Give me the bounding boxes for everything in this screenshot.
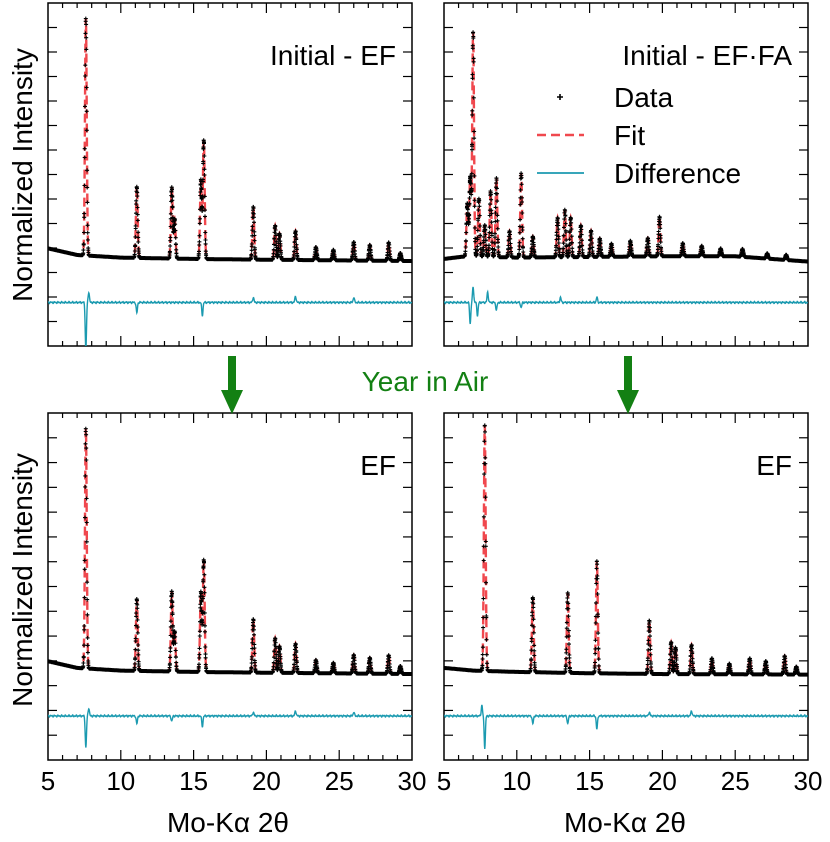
y-axis-title-bottom: Normalized Intensity <box>7 453 38 707</box>
x-tick-label: 15 <box>575 766 604 796</box>
x-axis-title-left: Mo-Kα 2θ <box>167 807 289 838</box>
panel-3: 5 10 15 20 25 30 EF <box>41 412 427 796</box>
x-axis-title-right: Mo-Kα 2θ <box>564 807 686 838</box>
legend-marker-data <box>557 94 563 100</box>
x-tick-label: 5 <box>437 766 451 796</box>
data-points <box>48 426 412 676</box>
panel-title: EF <box>756 450 792 481</box>
x-tick-label: 15 <box>179 766 208 796</box>
panel-title: Initial - EF·FA <box>622 40 792 71</box>
legend: Data Fit Difference <box>537 82 741 189</box>
year-in-air-annotation: Year in Air <box>362 366 489 397</box>
data-points <box>48 16 412 263</box>
difference-line <box>444 286 808 325</box>
fit-line <box>48 428 412 676</box>
x-tick-label: 20 <box>648 766 677 796</box>
difference-line <box>48 707 412 748</box>
plot-frame <box>443 412 809 761</box>
panel-title: Initial - EF <box>270 40 396 71</box>
x-tick-label: 30 <box>794 766 823 796</box>
panel-title: EF <box>360 450 396 481</box>
panels-group: Initial - EF Initial - EF·FA Data Fit Differ… <box>41 2 823 796</box>
arrow-down-icon-left <box>221 356 243 414</box>
x-tick-label: 20 <box>252 766 281 796</box>
panel-2: Initial - EF·FA Data Fit Difference <box>443 2 809 347</box>
panel-4: 5 10 15 20 25 30 EF <box>437 412 823 796</box>
data-points <box>444 30 808 264</box>
fit-line <box>444 425 808 676</box>
data-points <box>444 423 808 677</box>
x-tick-label: 5 <box>41 766 55 796</box>
x-tick-label: 25 <box>325 766 354 796</box>
x-tick-label: 10 <box>106 766 135 796</box>
y-axis-title-top: Normalized Intensity <box>7 48 38 302</box>
legend-entry-data: Data <box>614 82 674 113</box>
difference-line <box>48 290 412 346</box>
x-tick-label: 25 <box>721 766 750 796</box>
x-tick-label: 30 <box>398 766 427 796</box>
x-tick-label: 10 <box>502 766 531 796</box>
legend-entry-fit: Fit <box>614 120 645 151</box>
plot-frame <box>47 412 413 761</box>
panel-1: Initial - EF <box>47 2 413 347</box>
difference-line <box>444 704 808 750</box>
legend-entry-difference: Difference <box>614 158 741 189</box>
arrow-down-icon-right <box>617 356 639 414</box>
